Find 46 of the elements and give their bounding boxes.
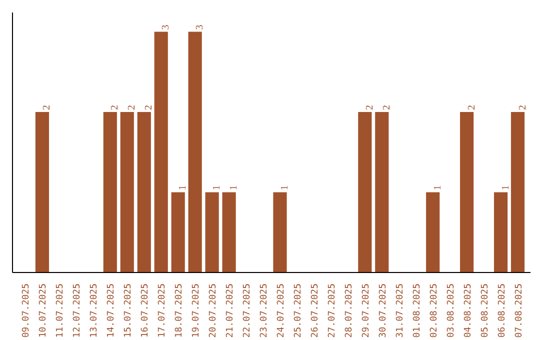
x-tick-label: 22.07.2025 xyxy=(242,283,253,338)
data-label: 1 xyxy=(178,185,189,190)
data-label: 1 xyxy=(228,185,240,190)
x-tick-label: 23.07.2025 xyxy=(260,283,270,338)
data-label: 1 xyxy=(212,185,223,190)
x-tick-label: 27.07.2025 xyxy=(327,283,338,338)
data-label: 1 xyxy=(279,185,290,190)
data-label: 3 xyxy=(194,24,206,30)
x-tick-label: 24.07.2025 xyxy=(276,283,286,338)
data-label: 2 xyxy=(110,105,121,110)
data-label: 3 xyxy=(160,24,172,30)
x-tick-label: 09.07.2025 xyxy=(22,283,32,338)
x-tick-label: 01.08.2025 xyxy=(412,283,422,338)
x-tick-label: 17.07.2025 xyxy=(158,283,168,338)
x-tick-label: 26.07.2025 xyxy=(310,283,320,338)
x-tick-label: 12.07.2025 xyxy=(72,283,83,338)
data-label: 2 xyxy=(381,105,392,110)
x-tick-label: 04.08.2025 xyxy=(463,283,474,338)
x-tick-label: 05.08.2025 xyxy=(480,283,490,338)
data-label: 2 xyxy=(42,105,53,110)
x-tick-label: 03.08.2025 xyxy=(446,283,456,338)
x-tick-label: 19.07.2025 xyxy=(192,283,202,338)
x-tick-label: 07.08.2025 xyxy=(514,283,524,338)
data-label: 2 xyxy=(144,105,155,110)
data-label: 2 xyxy=(364,105,376,110)
x-tick-label: 20.07.2025 xyxy=(208,283,219,338)
x-tick-label: 28.07.2025 xyxy=(344,283,354,338)
data-label: 1 xyxy=(500,185,512,190)
x-tick-label: 02.08.2025 xyxy=(429,283,440,338)
x-tick-label: 29.07.2025 xyxy=(361,283,372,338)
x-tick-label: 18.07.2025 xyxy=(174,283,185,338)
data-label: 2 xyxy=(466,105,478,110)
x-tick-label: 30.07.2025 xyxy=(378,283,388,338)
data-label: 1 xyxy=(432,185,444,190)
data-label: 2 xyxy=(126,105,138,110)
x-tick-label: 11.07.2025 xyxy=(56,283,66,338)
x-tick-label: 16.07.2025 xyxy=(140,283,151,338)
x-tick-label: 15.07.2025 xyxy=(124,283,134,338)
x-tick-label: 13.07.2025 xyxy=(90,283,100,338)
x-tick-label: 06.08.2025 xyxy=(497,283,508,338)
x-tick-label: 10.07.2025 xyxy=(38,283,49,338)
x-tick-label: 21.07.2025 xyxy=(226,283,236,338)
x-tick-label: 25.07.2025 xyxy=(293,283,304,338)
data-label: 2 xyxy=(517,105,528,110)
x-tick-label: 31.07.2025 xyxy=(395,283,406,338)
x-tick-label: 14.07.2025 xyxy=(106,283,117,338)
